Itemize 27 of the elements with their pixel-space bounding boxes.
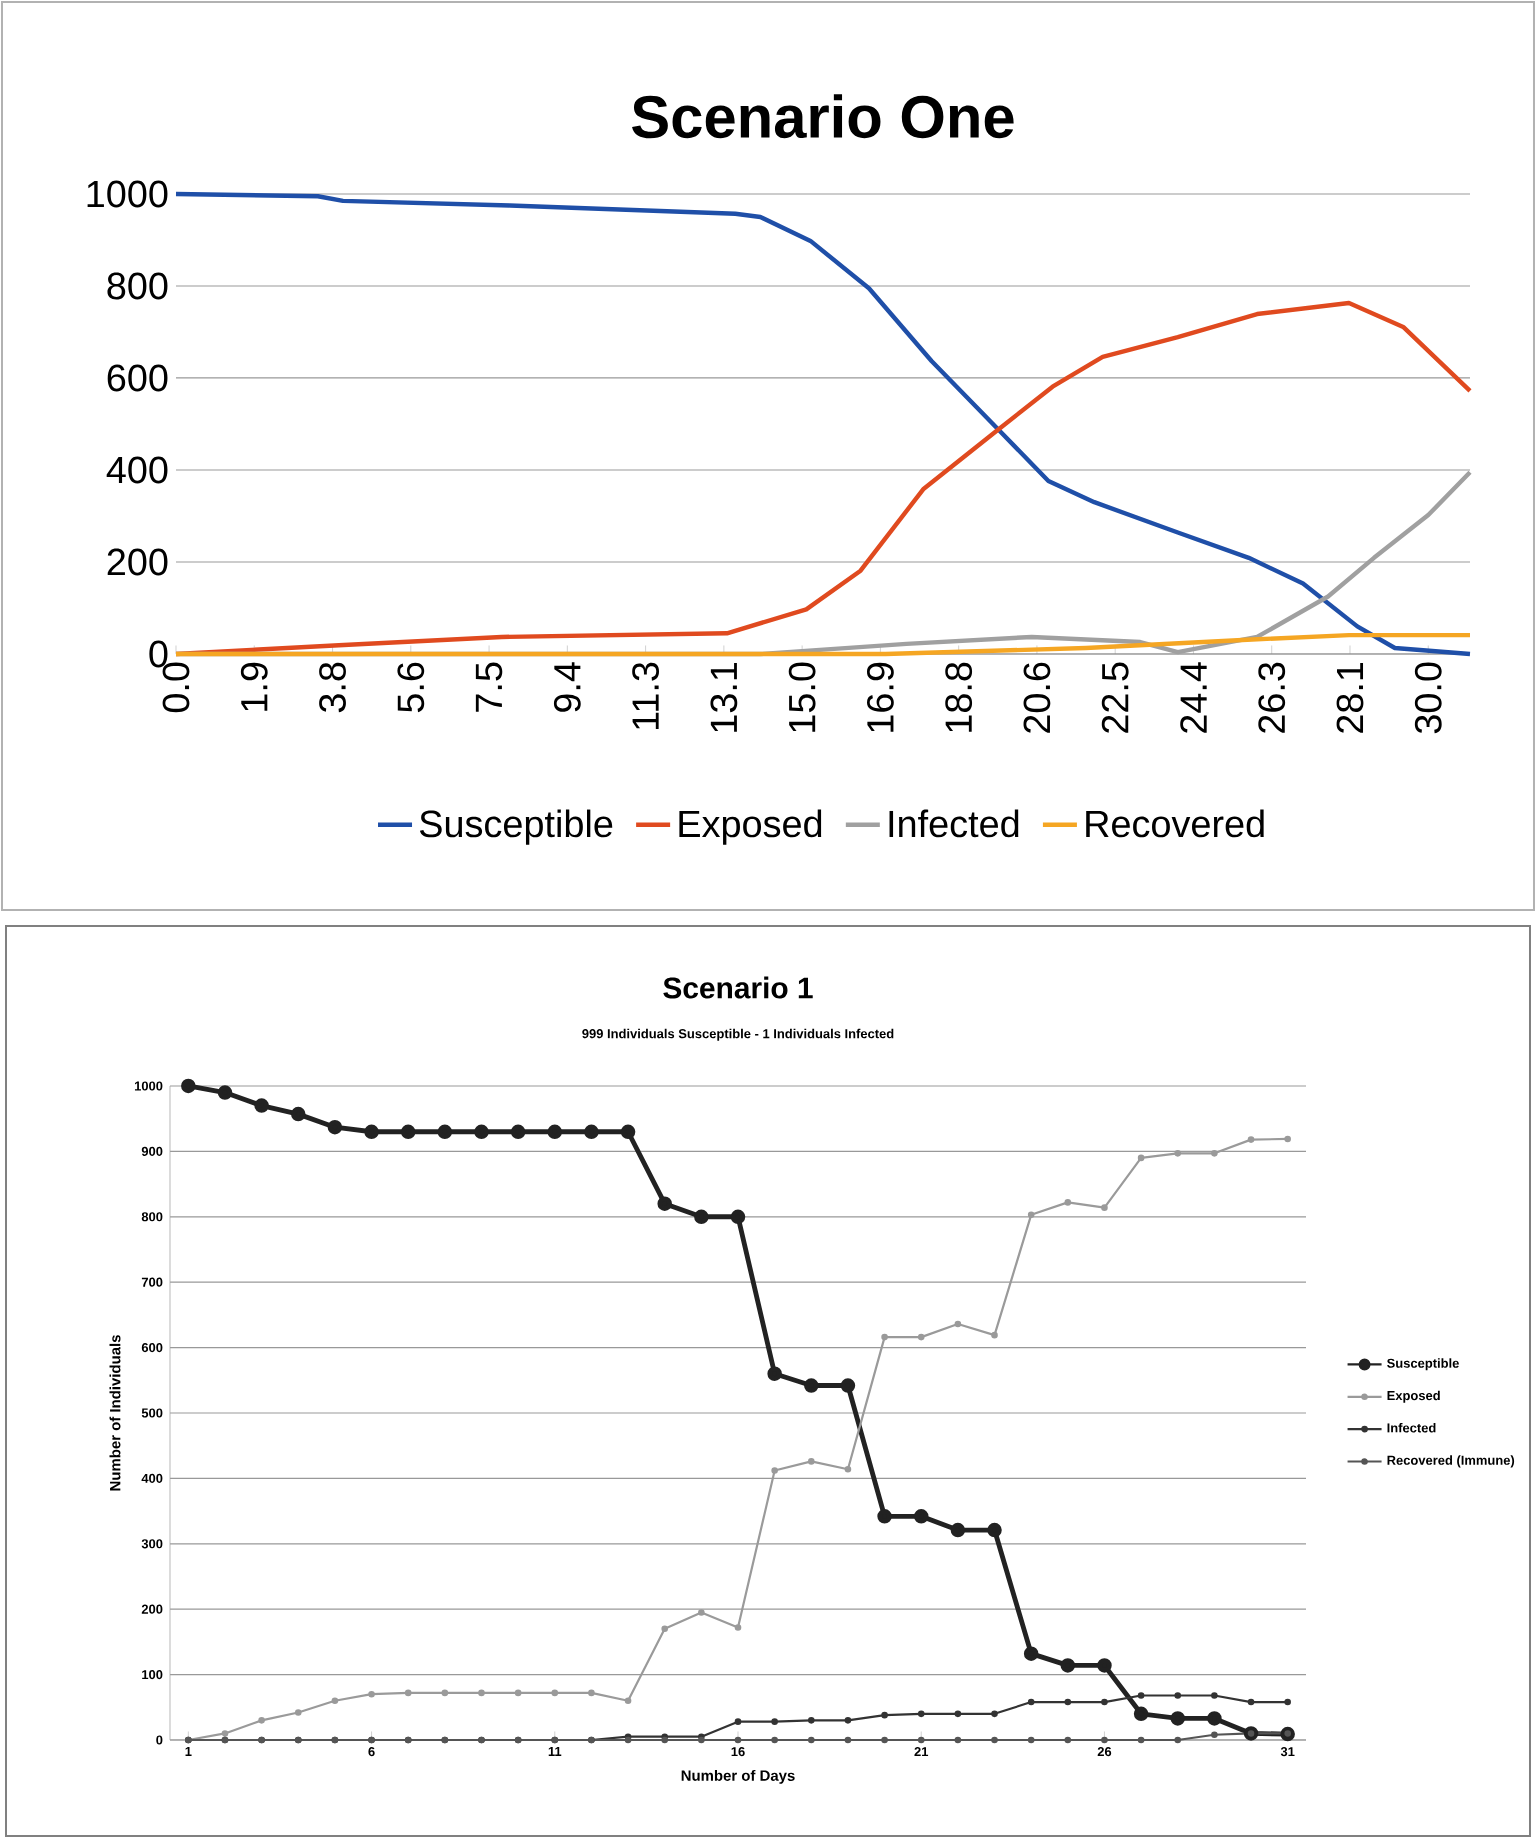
x-tick-label: 1.9 — [240, 662, 268, 711]
x-tick-label: 5.6 — [397, 662, 425, 713]
x-tick-label: 18.8 — [945, 662, 973, 732]
legend-label: Infected — [889, 809, 1019, 838]
y-tick-label: 400 — [106, 456, 168, 484]
x-tick-label: 13.1 — [710, 662, 738, 732]
x-tick-label: 30.0 — [1414, 662, 1442, 734]
x-tick-label: 28.1 — [1336, 662, 1364, 733]
y-tick-label: 1000 — [87, 180, 168, 208]
x-tick-label: 16.9 — [866, 662, 894, 732]
x-tick-label: 3.8 — [319, 662, 346, 713]
legend-label: Exposed — [679, 809, 822, 845]
chart-title: Scenario 1 — [663, 976, 813, 999]
x-tick-label: 22.5 — [1101, 662, 1129, 733]
y-tick-label: 200 — [107, 548, 168, 576]
x-tick-label: 15.0 — [788, 662, 816, 732]
chart-title: Scenario One — [632, 94, 1014, 139]
x-tick-label: 9.4 — [553, 662, 581, 712]
y-tick-label: 800 — [107, 272, 168, 300]
legend-label: Recovered — [1086, 809, 1264, 838]
x-tick-label: 20.6 — [1023, 662, 1051, 733]
x-tick-label: 26.3 — [1258, 662, 1286, 733]
y-tick-label: 600 — [107, 364, 168, 392]
legend-label: Susceptible — [419, 809, 613, 845]
x-tick-label: 11.3 — [632, 662, 659, 730]
x-tick-label: 7.5 — [475, 662, 503, 712]
x-tick-label: 24.4 — [1180, 662, 1207, 733]
